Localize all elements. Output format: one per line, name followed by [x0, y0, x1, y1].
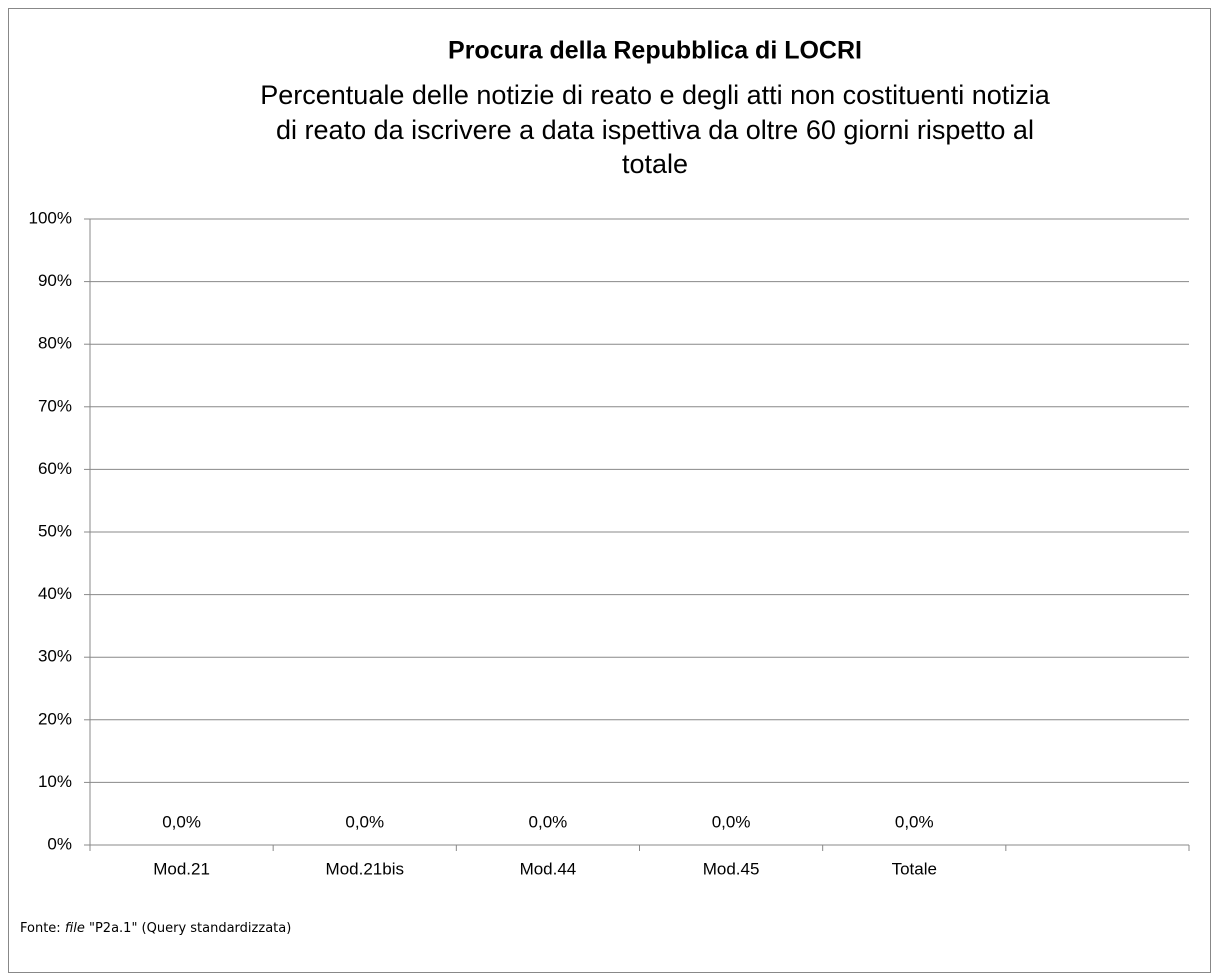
chart-subtitle: totale: [622, 149, 688, 179]
chart-title: Procura della Repubblica di LOCRI: [448, 37, 862, 65]
y-tick-label: 50%: [38, 521, 72, 540]
x-tick-label: Totale: [892, 859, 937, 878]
x-tick-label: Mod.21: [153, 859, 210, 878]
chart-subtitle: di reato da iscrivere a data ispettiva d…: [276, 115, 1034, 145]
y-tick-label: 70%: [38, 396, 72, 415]
source-file: file: [65, 921, 85, 936]
source-rest: "P2a.1" (Query standardizzata): [89, 921, 291, 936]
y-tick-label: 30%: [38, 647, 72, 666]
x-tick-label: Mod.44: [520, 859, 577, 878]
data-label: 0,0%: [712, 812, 751, 831]
y-tick-label: 0%: [47, 834, 72, 853]
y-tick-label: 90%: [38, 271, 72, 290]
x-tick-label: Mod.21bis: [326, 859, 404, 878]
chart-subtitle: Percentuale delle notizie di reato e deg…: [260, 80, 1050, 110]
x-tick-label: Mod.45: [703, 859, 760, 878]
y-tick-label: 100%: [29, 208, 72, 227]
data-label: 0,0%: [345, 812, 384, 831]
source-prefix: Fonte:: [20, 921, 61, 936]
source-note: Fonte: file "P2a.1" (Query standardizzat…: [20, 921, 291, 936]
y-tick-label: 60%: [38, 459, 72, 478]
y-tick-label: 80%: [38, 334, 72, 353]
chart-border: [8, 8, 1211, 973]
data-label: 0,0%: [529, 812, 568, 831]
y-tick-label: 40%: [38, 584, 72, 603]
y-tick-label: 20%: [38, 709, 72, 728]
data-label: 0,0%: [895, 812, 934, 831]
data-label: 0,0%: [162, 812, 201, 831]
y-tick-label: 10%: [38, 772, 72, 791]
